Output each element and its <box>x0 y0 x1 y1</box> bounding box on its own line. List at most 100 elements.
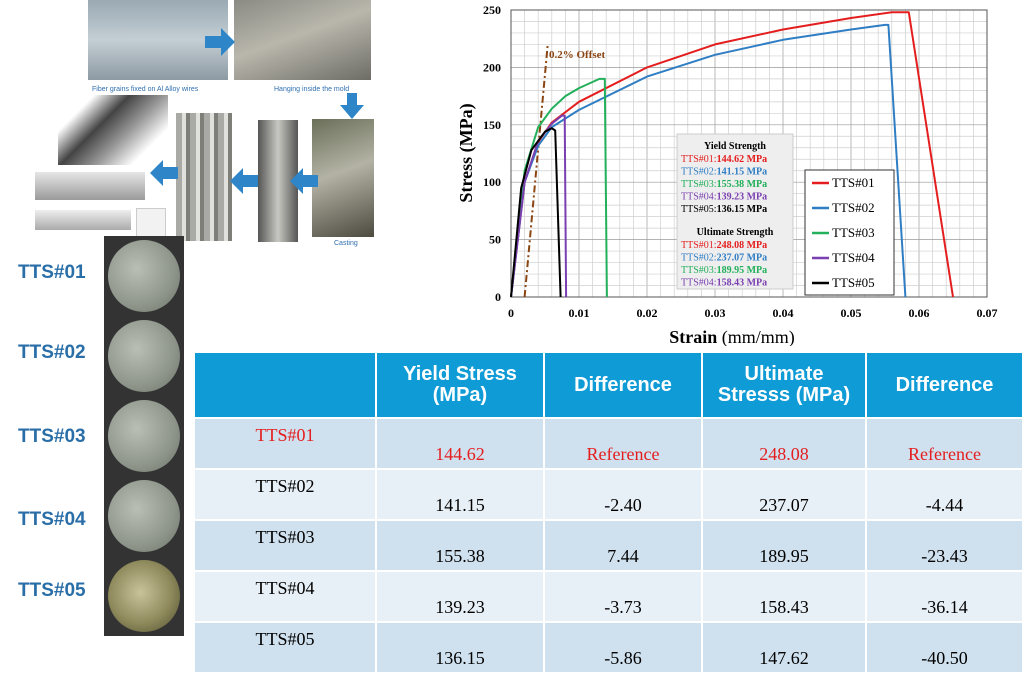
offset-line <box>523 44 549 298</box>
x-tick-label: 0.07 <box>977 306 998 320</box>
table-cell-yield-difference: 7.44 <box>543 519 703 572</box>
table-cell-ultimate-stress: 158.43 <box>701 570 867 623</box>
x-axis-label-bold: Strain <box>669 327 717 346</box>
casting-photo <box>312 119 374 237</box>
x-axis-label-unit: (mm/mm) <box>717 327 795 346</box>
x-tick-label: 0.01 <box>569 306 590 320</box>
annotation-entry: TTS#01:144.62 MPa <box>681 154 767 165</box>
specimen-section-photo <box>35 210 131 230</box>
arrow-right-icon <box>205 28 235 56</box>
table-header-yield-stress: Yield Stress (MPa) <box>375 351 545 419</box>
y-tick-label: 50 <box>489 233 501 247</box>
yield-entries: TTS#01:144.62 MPa TTS#02:141.15 MPaTTS#03… <box>681 154 767 215</box>
series-line-5 <box>510 127 562 298</box>
series-line-2 <box>510 23 907 298</box>
ultimate-entries: TTS#01:248.08 MPa TTS#02:237.07 MPaTTS#03… <box>681 240 767 289</box>
table-header-specimen <box>193 351 377 419</box>
table-cell-yield-difference: -3.73 <box>543 570 703 623</box>
x-tick-label: 0.05 <box>841 306 862 320</box>
legend-label: TTS#01 <box>832 175 875 190</box>
plot-area-frame <box>510 9 988 298</box>
arrow-down-icon <box>340 93 364 119</box>
annotation-entry: TTS#03:155.38 MPa <box>681 179 767 190</box>
y-tick-label: 100 <box>483 175 501 189</box>
legend-label: TTS#04 <box>832 250 875 265</box>
y-axis-label: Stress (MPa) <box>456 103 477 202</box>
y-tick-label: 200 <box>483 60 501 74</box>
legend-label: TTS#05 <box>832 275 875 290</box>
table-cell-specimen: TTS#05 <box>193 621 377 674</box>
table-cell-ultimate-stress: 147.62 <box>701 621 867 674</box>
annotation-entry: TTS#04:158.43 MPa <box>681 278 767 289</box>
yield-strength-title: Yield Strength <box>704 141 766 152</box>
fracture-image-3 <box>104 396 184 476</box>
offset-label: 0.2% Offset <box>549 49 606 61</box>
fracture-image-5 <box>104 556 184 636</box>
annotation-entry: TTS#02:237.07 MPa <box>681 253 767 264</box>
legend: TTS#01 TTS#02 TTS#03 TTS#04 TTS#05 <box>812 175 875 290</box>
y-tick-label: 250 <box>483 3 501 17</box>
table-cell-ultimate-difference: -36.14 <box>865 570 1024 623</box>
annotation-entry: TTS#04:139.23 MPa <box>681 192 767 203</box>
arrow-left-icon <box>290 168 318 194</box>
y-tick-labels: 0 50 100 150 200 250 <box>483 3 501 304</box>
caption-hanging-mold: Hanging inside the mold <box>274 86 350 93</box>
table-cell-specimen: TTS#01 <box>193 417 377 470</box>
table-cell-ultimate-difference: Reference <box>865 417 1024 470</box>
caption-casting: Casting <box>334 240 358 247</box>
table-cell-yield-difference: -5.86 <box>543 621 703 674</box>
x-tick-labels: 0 0.01 0.02 0.03 0.04 0.05 0.06 0.07 <box>508 306 998 320</box>
strength-annotation-box <box>676 133 794 290</box>
series-line-4 <box>510 114 568 298</box>
table-cell-yield-stress: 144.62 <box>375 417 545 470</box>
table-cell-ultimate-stress: 237.07 <box>701 468 867 521</box>
fiber-grains-photo <box>88 0 228 80</box>
specimen-label-2: TTS#02 <box>18 342 86 363</box>
table-cell-specimen: TTS#04 <box>193 570 377 623</box>
results-table: Yield Stress (MPa) Difference Ultimate S… <box>193 351 1024 674</box>
x-tick-label: 0 <box>508 306 514 320</box>
table-cell-yield-stress: 136.15 <box>375 621 545 674</box>
table-cell-specimen: TTS#02 <box>193 468 377 521</box>
annotation-entry: TTS#02:141.15 MPa <box>681 167 767 178</box>
table-header-ultimate-stress: Ultimate Stresss (MPa) <box>701 351 867 419</box>
annotation-entry: TTS#03:189.95 MPa <box>681 265 767 276</box>
table-row: TTS#01 144.62 Reference 248.08 Reference <box>193 417 1024 470</box>
specimen-label-5: TTS#05 <box>18 580 86 601</box>
y-tick-label: 150 <box>483 118 501 132</box>
specimen-hole-photo <box>136 208 166 238</box>
stress-strain-chart: 0 0.01 0.02 0.03 0.04 0.05 0.06 0.07 0 50 100 150 2… <box>456 3 998 346</box>
table-header-ultimate-difference: Difference <box>865 351 1024 419</box>
table-row: TTS#02 141.15 -2.40 237.07 -4.44 <box>193 468 1024 521</box>
table-row: TTS#05 136.15 -5.86 147.62 -40.50 <box>193 621 1024 674</box>
table-header-row: Yield Stress (MPa) Difference Ultimate S… <box>193 351 1024 419</box>
specimen-label-4: TTS#04 <box>18 509 86 530</box>
legend-label: TTS#02 <box>832 200 875 215</box>
x-tick-label: 0.03 <box>705 306 726 320</box>
ultimate-strength-title: Ultimate Strength <box>697 227 774 238</box>
table-cell-ultimate-difference: -40.50 <box>865 621 1024 674</box>
fracture-image-4 <box>104 476 184 556</box>
table-cell-ultimate-stress: 189.95 <box>701 519 867 572</box>
arrow-left-icon <box>230 168 258 194</box>
annotation-entry: TTS#05:136.15 MPa <box>681 204 767 215</box>
arrow-left-icon <box>150 160 178 186</box>
machine-photo <box>58 95 168 165</box>
y-tick-label: 0 <box>495 290 501 304</box>
x-tick-label: 0.02 <box>637 306 658 320</box>
fracture-image-1 <box>104 236 184 316</box>
x-tick-label: 0.06 <box>909 306 930 320</box>
x-tick-label: 0.04 <box>773 306 794 320</box>
table-cell-ultimate-stress: 248.08 <box>701 417 867 470</box>
table-row: TTS#03 155.38 7.44 189.95 -23.43 <box>193 519 1024 572</box>
series-group <box>510 11 954 298</box>
table-cell-yield-difference: -2.40 <box>543 468 703 521</box>
fracture-image-2 <box>104 316 184 396</box>
table-cell-ultimate-difference: -4.44 <box>865 468 1024 521</box>
mold-photo <box>234 0 371 80</box>
annotation-entry: TTS#01:248.08 MPa <box>681 240 767 251</box>
table-cell-yield-stress: 139.23 <box>375 570 545 623</box>
table-cell-ultimate-difference: -23.43 <box>865 519 1024 572</box>
tensile-specimen-photo <box>35 172 145 200</box>
table-cell-yield-difference: Reference <box>543 417 703 470</box>
